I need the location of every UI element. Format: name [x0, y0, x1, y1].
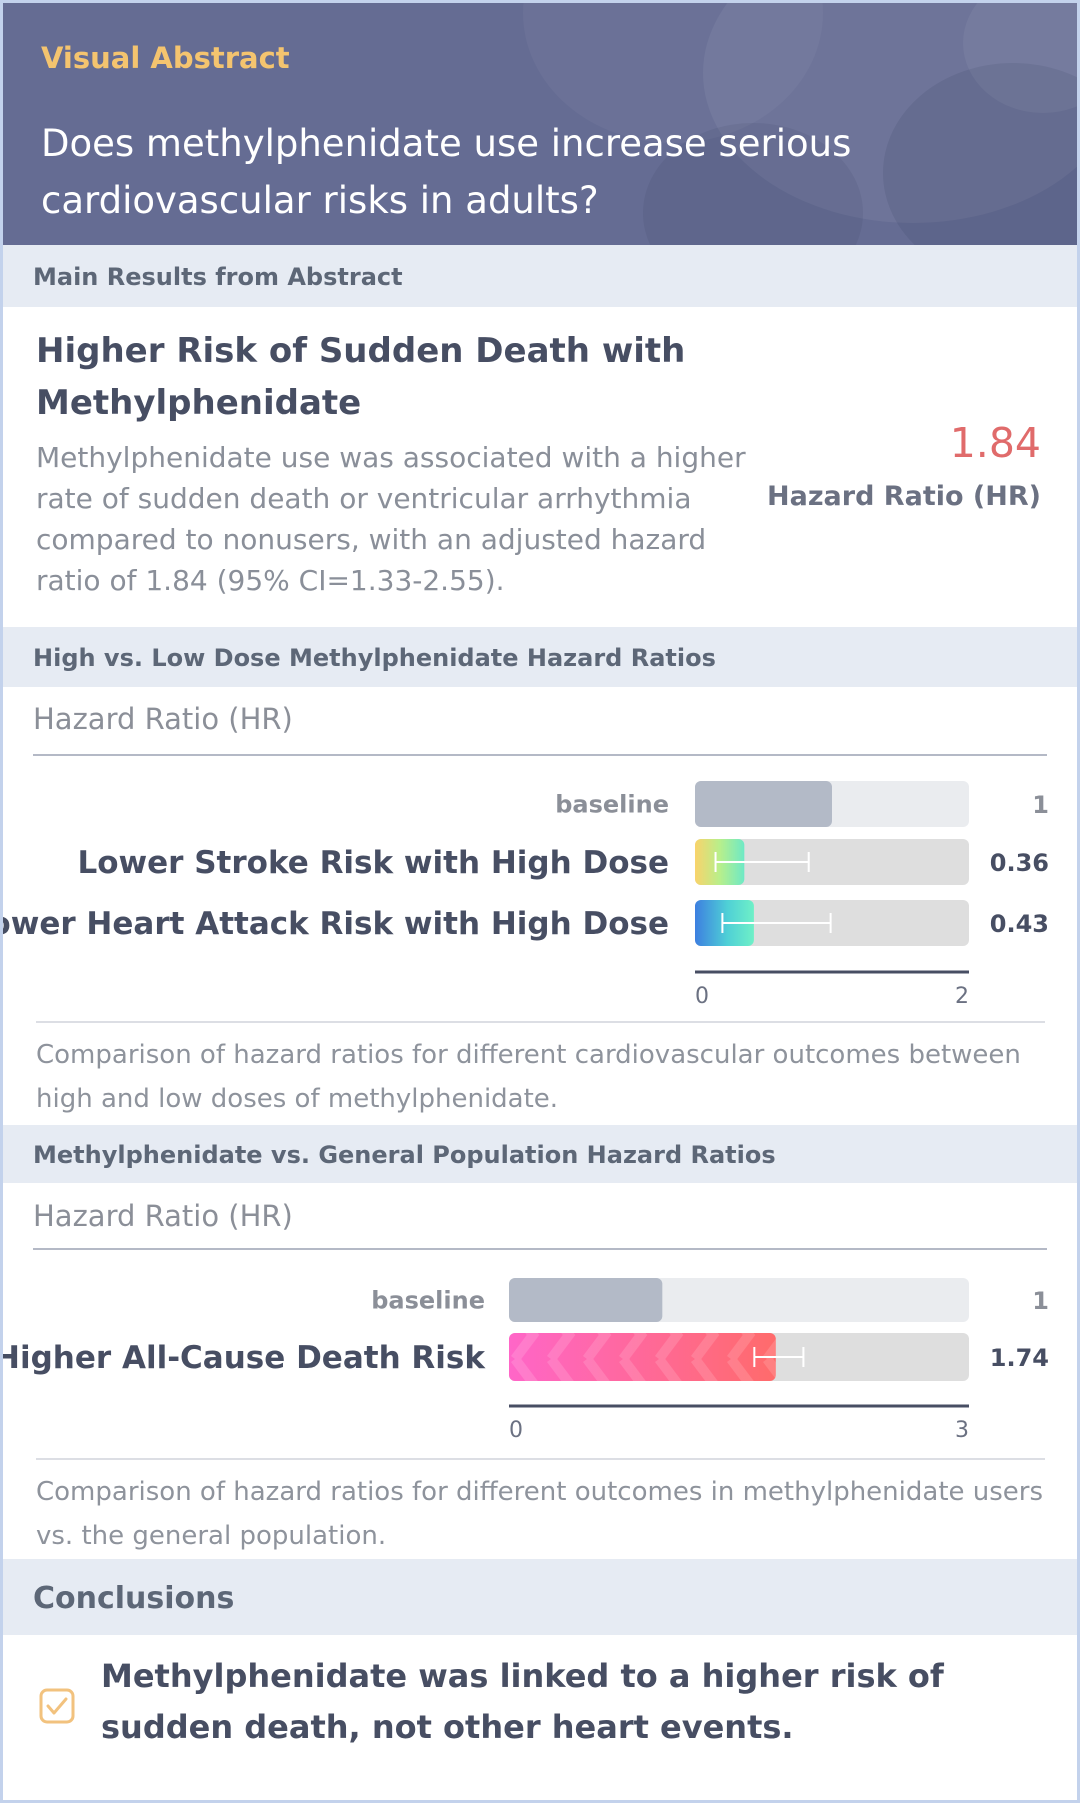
chart-caption: Comparison of hazard ratios for differen…	[36, 1477, 1044, 1551]
value-label: 1	[1032, 791, 1049, 819]
chart-caption: Comparison of hazard ratios for differen…	[36, 1040, 1021, 1114]
chart-axis-title: Hazard Ratio (HR)	[33, 702, 293, 736]
hazard-ratio-value: 1.84	[949, 419, 1041, 467]
bar	[695, 781, 832, 827]
section-title: Methylphenidate vs. General Population H…	[33, 1141, 776, 1169]
population-hazard-chart: baseline 1 Higher All-Cause Death Risk 1.74…	[3, 1278, 1049, 1443]
section-population-chart: Methylphenidate vs. General Population H…	[3, 1125, 1077, 1183]
category-label: baseline	[371, 1287, 485, 1315]
axis-title-rule	[33, 1248, 1047, 1250]
axis-title-rule	[33, 754, 1047, 756]
value-label: 1	[1032, 1287, 1049, 1315]
checkbox-icon	[39, 1688, 75, 1724]
section-title: Conclusions	[33, 1581, 235, 1616]
section-title: Main Results from Abstract	[33, 263, 403, 291]
value-label: 0.43	[990, 910, 1049, 938]
divider	[36, 1021, 1045, 1023]
tick-label: 2	[955, 984, 969, 1009]
study-question: Does methylphenidate use increase seriou…	[41, 122, 852, 222]
result-title: Higher Risk of Sudden Death with Methylp…	[36, 331, 686, 423]
bar	[509, 1278, 663, 1322]
divider	[36, 1458, 1045, 1460]
header-banner: Visual Abstract Does methylphenidate use…	[3, 3, 1077, 245]
category-label: baseline	[555, 791, 669, 819]
category-label: Lower Heart Attack Risk with High Dose	[3, 906, 669, 942]
section-main-results: Main Results from Abstract	[3, 245, 1077, 307]
category-label: Lower Stroke Risk with High Dose	[77, 845, 669, 881]
value-label: 0.36	[990, 849, 1049, 877]
chart-axis-title: Hazard Ratio (HR)	[33, 1199, 293, 1233]
value-label: 1.74	[990, 1344, 1049, 1372]
tick-label: 0	[509, 1418, 523, 1443]
dose-hazard-chart: baseline 1 Lower Stroke Risk with High Dos…	[3, 781, 1049, 1009]
bar-track	[695, 839, 969, 885]
bar-pattern	[509, 1333, 776, 1381]
conclusion-text: Methylphenidate was linked to a higher r…	[101, 1657, 944, 1746]
eyebrow-label: Visual Abstract	[41, 41, 290, 75]
section-conclusions: Conclusions	[3, 1559, 1077, 1635]
result-description: Methylphenidate use was associated with …	[36, 441, 746, 597]
category-label: Higher All-Cause Death Risk	[3, 1340, 486, 1376]
bar-track	[695, 900, 969, 946]
hazard-ratio-label: Hazard Ratio (HR)	[767, 481, 1041, 512]
section-title: High vs. Low Dose Methylphenidate Hazard…	[33, 644, 716, 672]
section-dose-chart: High vs. Low Dose Methylphenidate Hazard…	[3, 627, 1077, 687]
tick-label: 0	[695, 984, 709, 1009]
tick-label: 3	[955, 1418, 969, 1443]
